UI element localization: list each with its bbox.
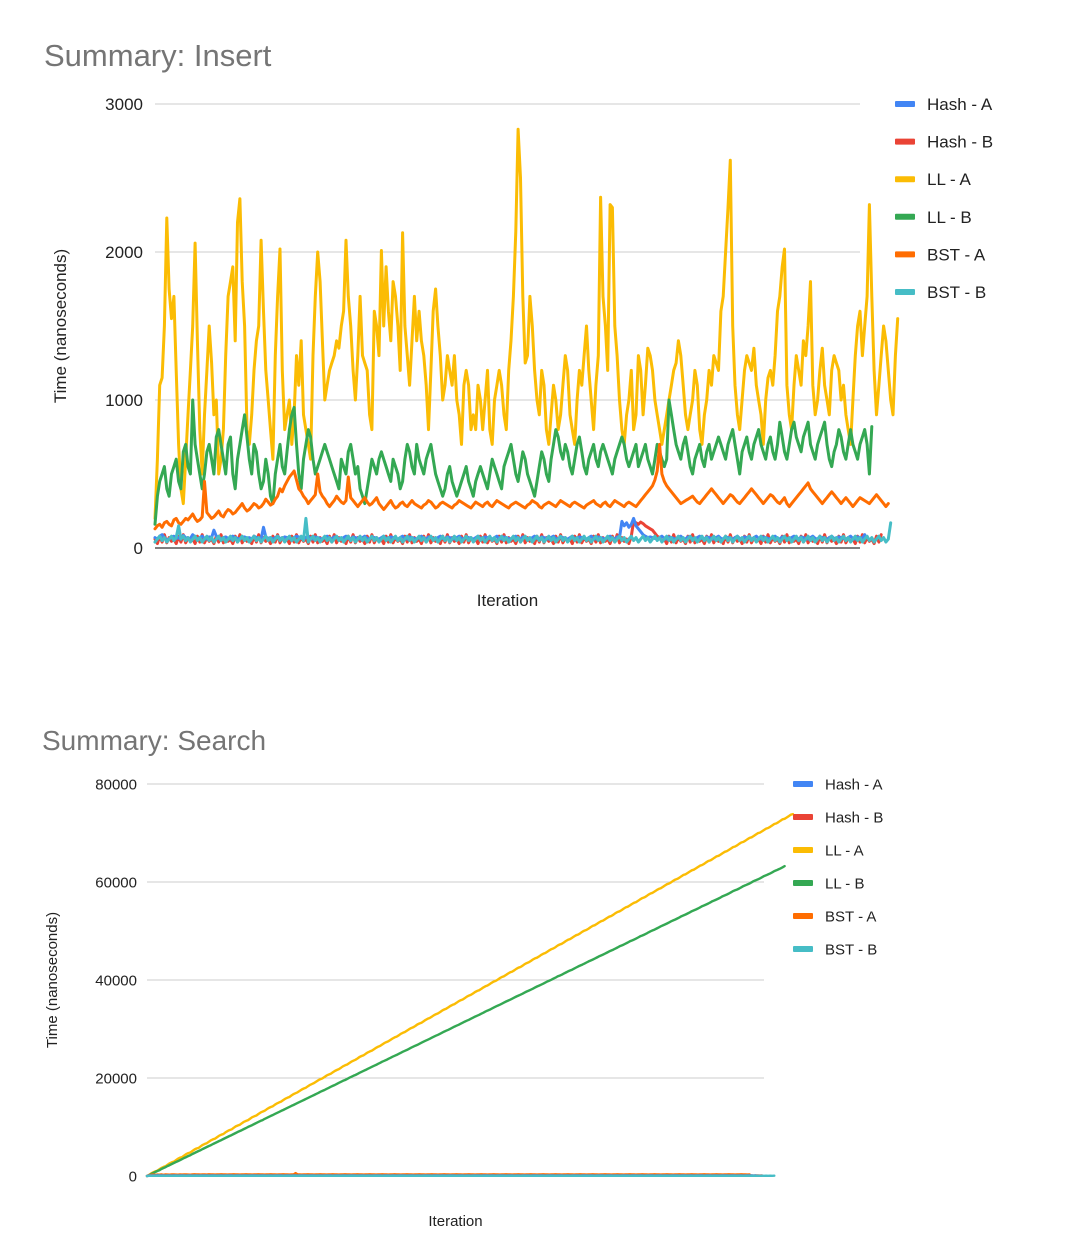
legend-label: BST - A [927, 245, 986, 264]
search-chart: Summary: Search 0 20000 40000 60000 80000 Time… [0, 700, 1083, 1254]
chart-title: Summary: Search [42, 725, 266, 756]
legend-swatch [793, 814, 813, 820]
legend-swatch [793, 880, 813, 886]
insert-chart: Summary: Insert 0 1000 2000 3000 Time (nanose… [44, 38, 993, 610]
legend-swatch [895, 138, 915, 145]
insert-chart-svg: Summary: Insert 0 1000 2000 3000 Time (nanose… [44, 38, 993, 610]
legend-label: Hash - B [927, 133, 993, 152]
legend-label: Hash - B [825, 809, 883, 826]
series-line-ll-b [145, 864, 786, 1178]
series-line-ll-a [145, 812, 795, 1178]
search-chart-svg: Summary: Search 0 20000 40000 60000 80000 Time… [42, 725, 883, 1230]
legend-label: LL - A [927, 170, 971, 189]
y-axis-label: Time (nanoseconds) [44, 912, 61, 1048]
y-tick-label: 0 [134, 539, 143, 558]
series-line-bst-b [153, 516, 893, 544]
y-tick-label: 80000 [95, 776, 137, 793]
legend-label: LL - A [825, 842, 864, 859]
legend-swatch [895, 101, 915, 107]
y-tick-label: 0 [129, 1168, 137, 1185]
chart-title: Summary: Insert [44, 38, 272, 73]
legend-swatch [895, 213, 915, 220]
series-line-bst-a [153, 442, 890, 531]
legend-label: LL - B [927, 208, 972, 227]
legend-label: LL - B [825, 875, 864, 892]
x-axis-label: Iteration [428, 1213, 482, 1230]
y-tick-label: 2000 [105, 243, 143, 262]
legend-label: Hash - A [825, 776, 883, 793]
legend-label: Hash - A [927, 95, 993, 114]
legend-swatch [793, 913, 813, 919]
y-tick-label: 1000 [105, 391, 143, 410]
y-tick-label: 20000 [95, 1070, 137, 1087]
legend-label: BST - B [825, 941, 877, 958]
legend-swatch [793, 847, 813, 853]
legend-label: BST - B [927, 283, 986, 302]
y-tick-label: 40000 [95, 972, 137, 989]
legend-swatch [895, 176, 915, 183]
series-line-ll-b [153, 398, 874, 526]
legend-swatch [793, 781, 813, 787]
series-line-ll-a [153, 127, 900, 520]
legend-swatch [895, 251, 915, 258]
x-axis-label: Iteration [477, 591, 538, 610]
legend-label: BST - A [825, 908, 876, 925]
y-tick-label: 60000 [95, 874, 137, 891]
y-tick-label: 3000 [105, 95, 143, 114]
legend-swatch [895, 289, 915, 295]
legend-swatch [793, 946, 813, 952]
y-axis-label: Time (nanoseconds) [51, 249, 70, 403]
